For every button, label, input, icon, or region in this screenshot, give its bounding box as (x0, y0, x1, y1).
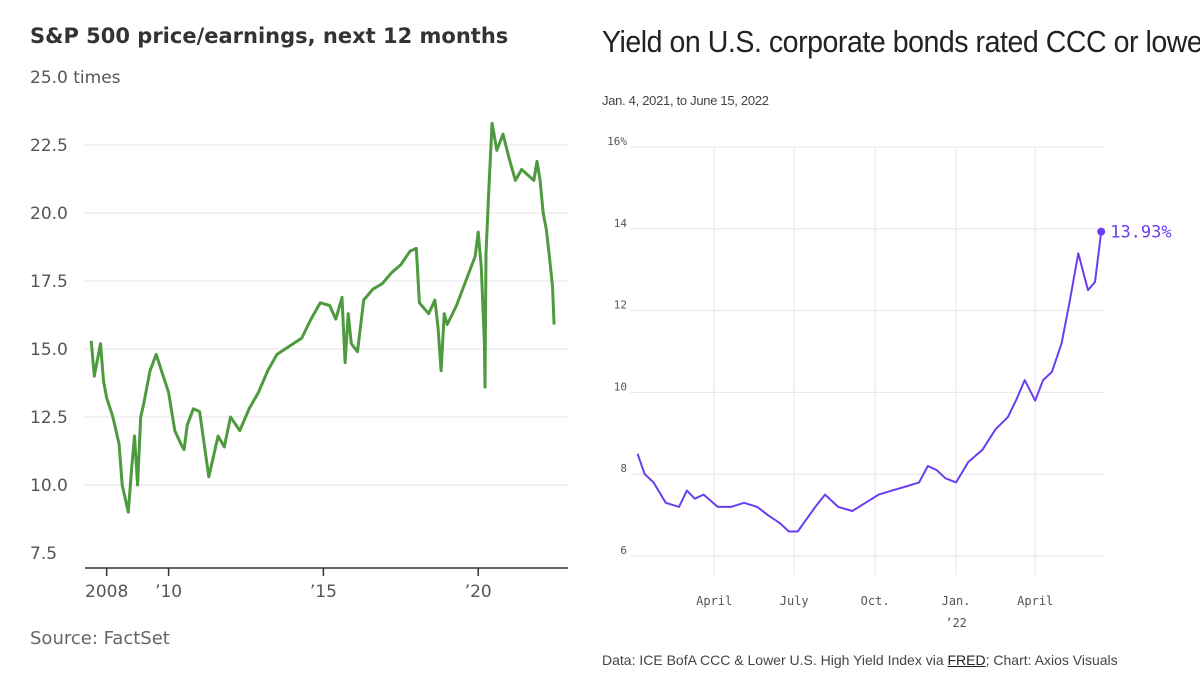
pe-xtick-label: ’20 (465, 582, 492, 602)
ccc-xtick-label: April (1017, 594, 1053, 608)
pe-xtick-label: ’10 (155, 582, 182, 602)
pe-xtick-label: 2008 (85, 582, 128, 602)
pe-chart-source: Source: FactSet (30, 628, 170, 649)
ccc-xtick-label: April (696, 594, 732, 608)
ccc-ytick-label: 14 (614, 217, 628, 230)
pe-chart-svg: 7.5 10.0 12.5 15.0 17.5 20.0 22.5 25.0 times 200… (30, 68, 568, 602)
pe-xtick-label: ’15 (310, 582, 337, 602)
ccc-chart-subtitle: Jan. 4, 2021, to June 15, 2022 (602, 93, 769, 108)
pe-series-line (89, 121, 556, 514)
ccc-end-point (1097, 227, 1106, 236)
ccc-chart-source: Data: ICE BofA CCC & Lower U.S. High Yie… (602, 652, 1118, 668)
pe-ytick-label: 22.5 (30, 136, 68, 156)
ccc-end-label: 13.93% (1110, 223, 1171, 243)
ccc-source-suffix: ; Chart: Axios Visuals (985, 652, 1118, 668)
pe-chart-panel: S&P 500 price/earnings, next 12 months 7… (0, 0, 590, 675)
pe-ytick-label: 17.5 (30, 272, 68, 292)
ccc-xtick-label: Oct. (861, 594, 890, 608)
ccc-ytick-label: 6 (620, 544, 627, 557)
pe-ytick-label: 7.5 (30, 544, 57, 564)
pe-ytick-label: 12.5 (30, 408, 68, 428)
pe-ytick-label: 10.0 (30, 476, 68, 496)
ccc-chart-title: Yield on U.S. corporate bonds rated CCC … (602, 24, 1200, 59)
ccc-series-line (636, 231, 1103, 533)
fred-link[interactable]: FRED (947, 652, 986, 668)
pe-ytick-label: 25.0 times (30, 68, 121, 88)
ccc-chart-panel: Yield on U.S. corporate bonds rated CCC … (590, 0, 1200, 675)
ccc-ytick-label: 10 (614, 380, 627, 393)
ccc-xtick-label: Jan. (942, 594, 971, 608)
pe-ytick-label: 15.0 (30, 340, 68, 360)
ccc-ytick-label: 8 (620, 462, 627, 475)
ccc-chart-svg: 6 8 10 12 14 16% April July Oct. Jan. ’22 April 13.9… (607, 135, 1172, 630)
pe-chart-title: S&P 500 price/earnings, next 12 months (30, 24, 509, 48)
ccc-xtick-sublabel: ’22 (945, 616, 967, 630)
ccc-ytick-label: 16% (607, 135, 627, 148)
ccc-xtick-label: July (780, 594, 809, 608)
ccc-source-prefix: Data: ICE BofA CCC & Lower U.S. High Yie… (602, 652, 948, 668)
pe-ytick-label: 20.0 (30, 204, 68, 224)
ccc-ytick-label: 12 (614, 299, 627, 312)
